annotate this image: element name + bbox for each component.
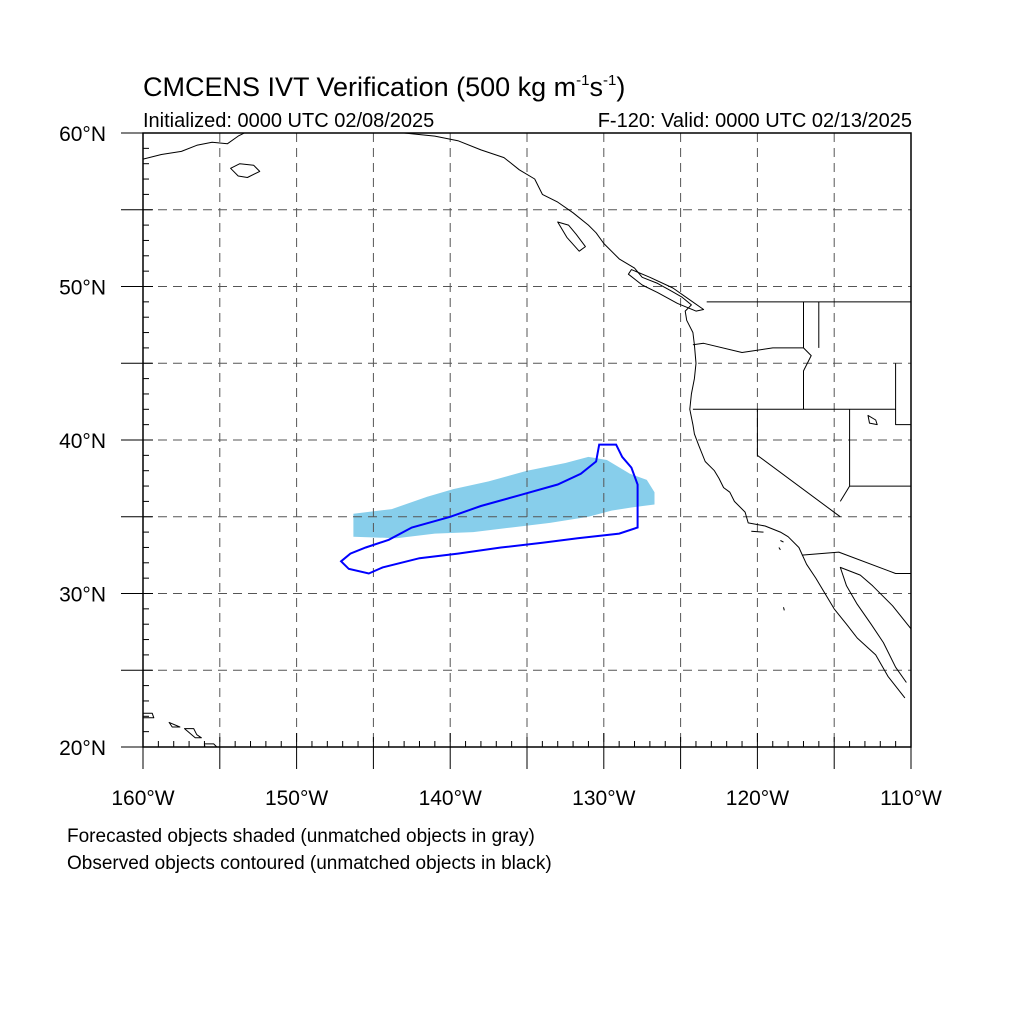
chart-title: CMCENS IVT Verification (500 kg m-1s-1) [143,72,626,102]
state-boundary [692,342,804,353]
state-boundary [756,409,841,518]
lat-label: 50°N [59,277,106,300]
gulf-of-california-coast [839,566,911,683]
init-time-label: Initialized: 0000 UTC 02/08/2025 [143,110,435,132]
lon-label: 110°W [880,787,942,810]
channel-island [751,530,764,533]
lat-label: 60°N [59,123,106,146]
hawaii-island [184,728,202,739]
hawaii-island [143,712,155,719]
hawaii-island [203,743,218,747]
valid-time-label: F-120: Valid: 0000 UTC 02/13/2025 [597,110,912,132]
lon-label: 150°W [265,787,328,810]
lon-label: 120°W [726,787,789,810]
lon-label: 160°W [111,787,174,810]
vancouver-island [627,269,705,312]
guadalupe-island [783,607,785,611]
haida-gwaii [557,221,586,252]
lon-label: 140°W [419,787,482,810]
plot-area [143,133,911,747]
alaska-coast [143,133,246,160]
lat-label: 20°N [59,737,106,760]
exponent-m: -1 [576,72,590,89]
state-boundary [895,363,911,426]
grid-lines [143,133,911,747]
coastline [335,133,906,699]
lat-label: 40°N [59,430,106,453]
state-boundary [839,409,851,502]
forecast-object [353,456,655,539]
forecast-note: Forecasted objects shaded (unmatched obj… [67,826,535,847]
kodiak-island [230,163,261,178]
ticks [121,132,912,769]
state-boundary [803,347,812,410]
great-salt-lake [867,414,878,426]
geography [143,133,911,747]
hawaii-island [168,721,181,728]
exponent-s: -1 [603,72,617,89]
lat-label: 30°N [59,584,106,607]
observed-object-contour [339,443,639,575]
state-boundary [801,551,911,574]
lon-label: 130°W [572,787,635,810]
observed-note: Observed objects contoured (unmatched ob… [67,853,552,874]
channel-island [780,540,784,543]
channel-island [778,547,781,551]
